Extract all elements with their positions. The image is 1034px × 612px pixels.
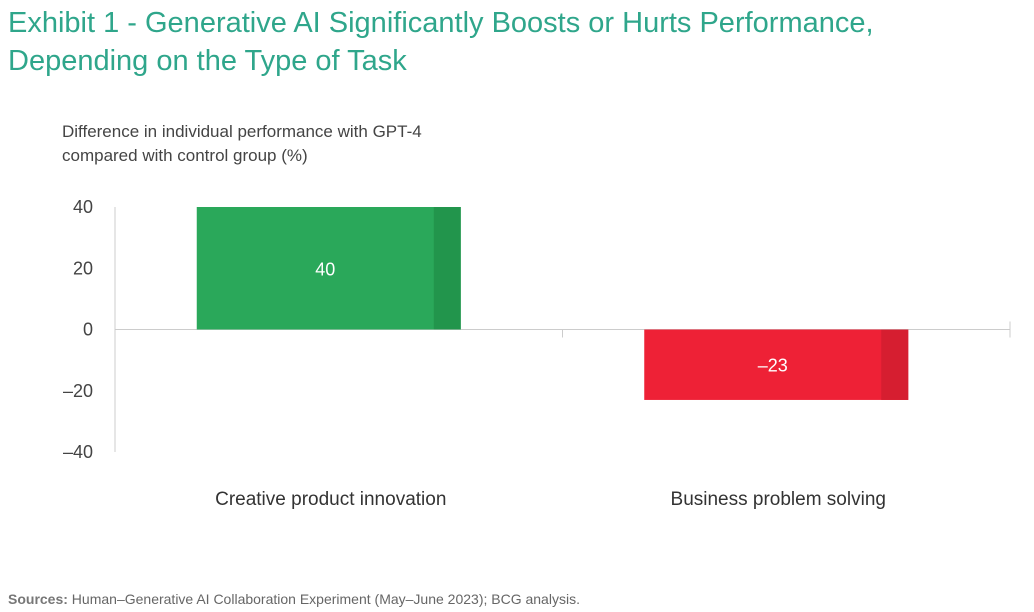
bar-shade — [433, 207, 461, 330]
y-tick-label: 40 — [73, 197, 93, 217]
source-label: Sources: — [8, 591, 68, 607]
source-text: Human–Generative AI Collaboration Experi… — [67, 591, 580, 607]
y-axis-label: Difference in individual performance wit… — [62, 122, 422, 165]
x-tick-label: Creative product innovation — [215, 489, 446, 510]
bar-chart: 40 20 0 –20 –40 40 Creative product innovation… — [63, 197, 1011, 510]
bar — [644, 329, 909, 400]
bar — [196, 207, 461, 330]
source-note: Sources: Human–Generative AI Collaborati… — [8, 590, 580, 608]
y-tick-label: 0 — [83, 320, 93, 340]
bar-shade — [881, 329, 909, 400]
y-tick-label: 20 — [73, 258, 93, 278]
bar-value-label: 40 — [315, 259, 335, 279]
bar-value-label: –23 — [758, 356, 788, 376]
y-tick-label: –40 — [63, 442, 93, 462]
y-tick-label: –20 — [63, 381, 93, 401]
chart-title: Exhibit 1 - Generative AI Significantly … — [8, 7, 874, 77]
x-tick-label: Business problem solving — [671, 489, 886, 510]
